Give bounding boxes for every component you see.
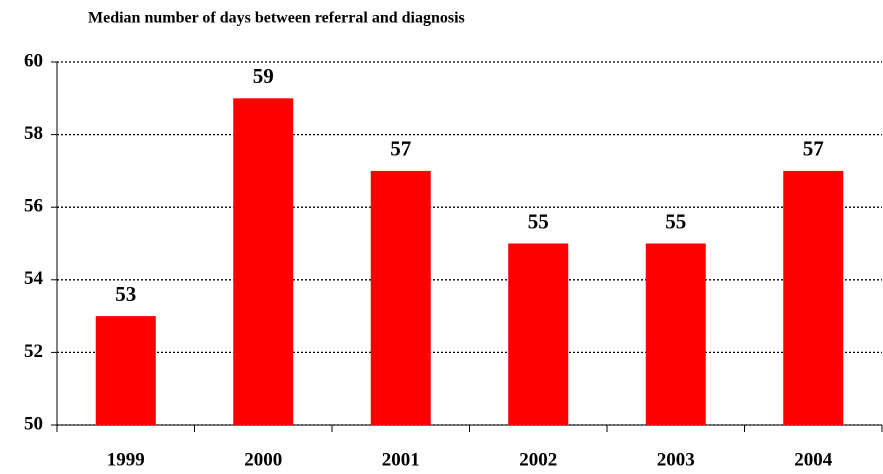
value-label: 55: [665, 209, 686, 233]
x-tick-label: 2004: [794, 449, 833, 470]
x-tick-label: 2001: [382, 449, 420, 470]
bar: [233, 98, 294, 426]
value-label: 59: [253, 64, 274, 88]
value-label: 57: [390, 137, 411, 161]
y-tick-label: 54: [24, 268, 44, 289]
x-tick-label: 2002: [519, 449, 557, 470]
y-tick-label: 58: [24, 123, 43, 144]
y-tick-label: 60: [24, 50, 43, 71]
bar: [370, 170, 431, 425]
value-label: 57: [803, 137, 824, 161]
bar: [95, 316, 156, 425]
bar: [508, 243, 569, 425]
x-tick-label: 2000: [244, 449, 282, 470]
bar: [645, 243, 706, 425]
y-tick-label: 52: [24, 341, 43, 362]
value-label: 55: [528, 209, 549, 233]
x-tick-label: 2003: [657, 449, 695, 470]
value-label: 53: [115, 282, 136, 306]
y-tick-label: 56: [24, 196, 43, 217]
bar: [783, 170, 844, 425]
y-tick-label: 50: [24, 413, 43, 434]
x-tick-label: 1999: [107, 449, 145, 470]
chart-title: Median number of days between referral a…: [88, 10, 465, 27]
